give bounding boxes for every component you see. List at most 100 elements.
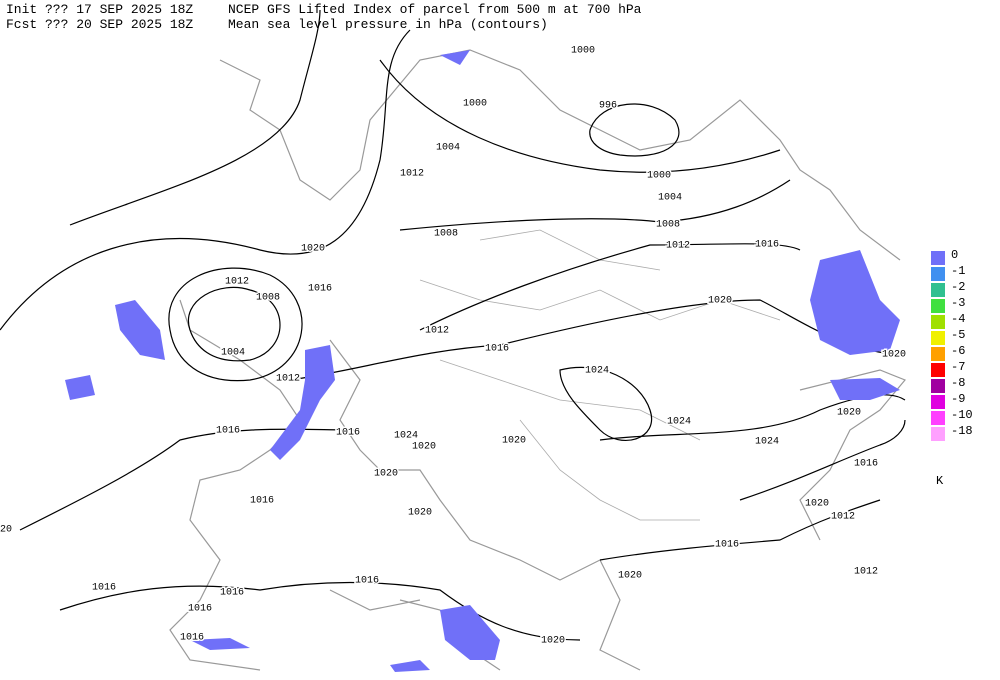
contour-label: 1012: [400, 169, 424, 180]
coastline: [169, 299, 301, 671]
legend-swatch: [931, 363, 945, 377]
legend-swatch: [931, 315, 945, 329]
contour-label: 1016: [188, 604, 212, 615]
legend-label: -2: [951, 280, 965, 294]
contour-label: 1024: [755, 437, 779, 448]
legend-label: -5: [951, 328, 965, 342]
header-fcst: Fcst ??? 20 SEP 2025 18Z: [6, 17, 193, 32]
li-area: [65, 375, 95, 400]
contour-label: 1020: [301, 244, 325, 255]
legend-label: -3: [951, 296, 965, 310]
contour-label: 1016: [355, 576, 379, 587]
contour-label: 1020: [541, 636, 565, 647]
contour-label: 1020: [502, 436, 526, 447]
isobar: [589, 103, 680, 157]
contour-label: 1020: [618, 571, 642, 582]
coastline: [329, 339, 641, 671]
isobar: [559, 366, 653, 441]
contour-label: 1012: [831, 512, 855, 523]
contour-label: 1008: [434, 229, 458, 240]
contour-label: 1020: [837, 408, 861, 419]
contour-label: 1008: [256, 293, 280, 304]
li-area: [115, 300, 165, 360]
contour-label: 1016: [854, 459, 878, 470]
borders: [419, 229, 781, 521]
isobar: [69, 9, 321, 226]
contour-label: 1016: [755, 240, 779, 251]
legend-label: -10: [951, 408, 973, 422]
isobar: [0, 29, 411, 331]
isobar: [379, 59, 781, 173]
contour-label: 1016: [336, 428, 360, 439]
contour-label: 1004: [221, 348, 245, 359]
contour-label: 1020: [708, 296, 732, 307]
li-area: [830, 378, 900, 400]
coastline: [219, 49, 901, 261]
contour-label: 1016: [180, 633, 204, 644]
li-area: [810, 250, 900, 355]
contour-label: 1020: [374, 469, 398, 480]
legend-swatch: [931, 379, 945, 393]
contour-label: 1024: [394, 431, 418, 442]
legend-label: -7: [951, 360, 965, 374]
legend-swatch: [931, 395, 945, 409]
contour-label: 1020: [805, 499, 829, 510]
coastlines: [169, 49, 906, 671]
legend-swatch: [931, 251, 945, 265]
contour-label: 1008: [656, 220, 680, 231]
isobar: [419, 243, 801, 331]
legend-swatch: [931, 331, 945, 345]
isobar: [289, 299, 901, 381]
contour-label: 1020: [408, 508, 432, 519]
contour-label: 1000: [463, 99, 487, 110]
legend-label: -1: [951, 264, 965, 278]
isobar: [19, 428, 361, 531]
contour-label: 1012: [854, 567, 878, 578]
contour-label: 1000: [571, 46, 595, 57]
legend-swatch: [931, 283, 945, 297]
contour-label: 20: [0, 525, 12, 536]
legend-label: -9: [951, 392, 965, 406]
legend-swatch: [931, 267, 945, 281]
contour-label: 1016: [250, 496, 274, 507]
li-area: [270, 345, 335, 460]
legend-label: -8: [951, 376, 965, 390]
legend-swatch: [931, 299, 945, 313]
lifted-index-areas: [65, 50, 900, 672]
contour-label: 1020: [412, 442, 436, 453]
legend-swatch: [931, 347, 945, 361]
contour-label: 1024: [585, 366, 609, 377]
contour-label: 1012: [276, 374, 300, 385]
contour-label: 1012: [225, 277, 249, 288]
legend-label: -4: [951, 312, 965, 326]
isobar: [599, 499, 881, 561]
header-subtitle: Mean sea level pressure in hPa (contours…: [228, 17, 548, 32]
legend-swatch: [931, 411, 945, 425]
legend-label: -18: [951, 424, 973, 438]
legend-swatch: [931, 427, 945, 441]
contour-label: 1016: [216, 426, 240, 437]
contour-label: 1012: [425, 326, 449, 337]
isobar: [399, 179, 791, 231]
li-area: [440, 605, 500, 660]
contour-label: 1016: [485, 344, 509, 355]
border: [419, 229, 781, 521]
isobar: [187, 286, 281, 362]
contour-label: 1020: [882, 350, 906, 361]
legend-label: 0: [951, 248, 958, 262]
contour-label: 1004: [658, 193, 682, 204]
isobar: [739, 419, 906, 501]
contour-label: 1024: [667, 417, 691, 428]
contour-label: 1016: [715, 540, 739, 551]
contour-label: 1016: [308, 284, 332, 295]
header-title: NCEP GFS Lifted Index of parcel from 500…: [228, 2, 642, 17]
contour-label: 1000: [647, 171, 671, 182]
isobar: [59, 581, 581, 641]
legend-unit: K: [936, 474, 944, 488]
legend-label: -6: [951, 344, 965, 358]
isobar: [168, 267, 303, 382]
contour-label: 1012: [666, 241, 690, 252]
coastline: [799, 369, 906, 541]
